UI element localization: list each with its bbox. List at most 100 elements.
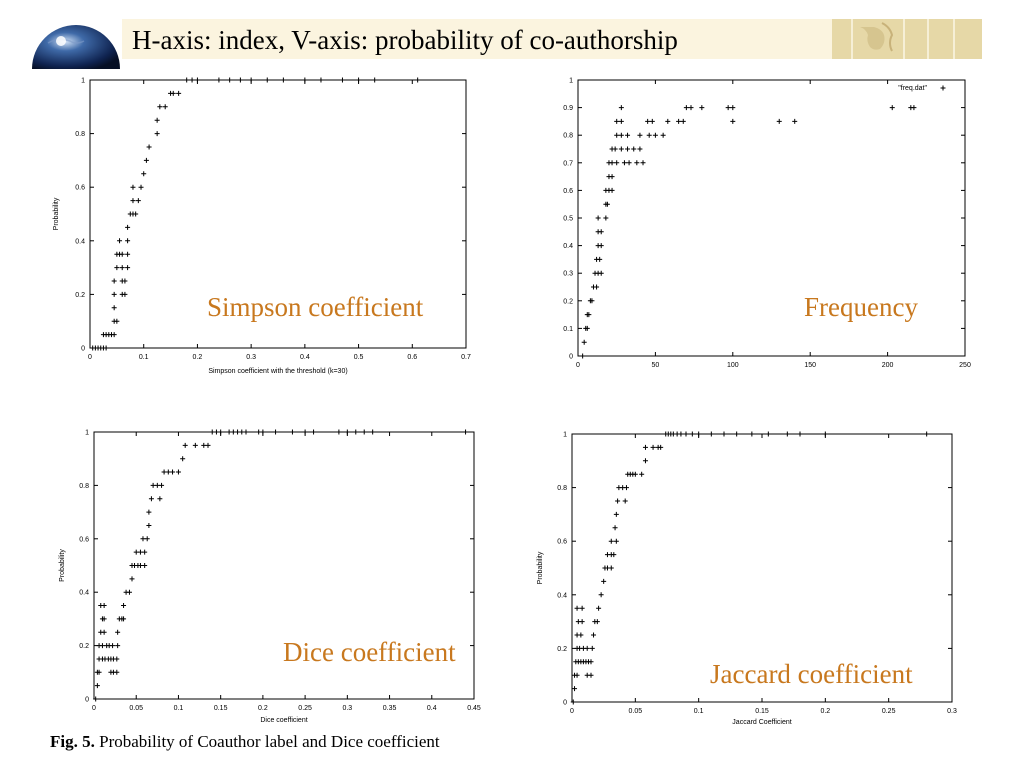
data-point-dice <box>302 429 308 435</box>
data-point-frequency <box>609 174 615 180</box>
y-tick-label-simpson: 0 <box>81 346 85 353</box>
x-tick-label-dice: 0.4 <box>427 705 437 712</box>
data-point-frequency <box>581 339 587 345</box>
data-point-frequency <box>730 105 736 111</box>
data-point-frequency <box>625 132 631 138</box>
figure-caption: Fig. 5. Probability of Coauthor label an… <box>50 732 440 752</box>
y-tick-label-frequency: 0.4 <box>563 243 573 250</box>
data-point-jaccard <box>598 592 604 598</box>
data-point-simpson <box>154 117 160 123</box>
data-point-jaccard <box>588 672 594 678</box>
data-point-frequency <box>604 201 610 207</box>
x-tick-label-frequency: 250 <box>959 362 971 369</box>
data-point-dice <box>140 536 146 542</box>
data-point-jaccard <box>784 431 790 437</box>
data-point-frequency <box>634 160 640 166</box>
data-point-frequency <box>699 105 705 111</box>
data-point-dice <box>137 563 143 568</box>
data-point-frequency <box>598 270 604 276</box>
data-point-frequency <box>597 256 603 262</box>
y-tick-label-frequency: 0 <box>569 354 573 361</box>
x-tick-label-dice: 0.25 <box>298 705 312 712</box>
data-point-simpson <box>237 77 243 83</box>
x-axis-label-jaccard: Jaccard Coefficient <box>732 719 791 726</box>
data-point-frequency <box>725 105 731 111</box>
data-point-simpson <box>194 77 200 83</box>
y-tick-label-dice: 0.2 <box>79 643 89 650</box>
x-tick-label-dice: 0.3 <box>342 705 352 712</box>
data-point-frequency <box>660 132 666 138</box>
data-point-frequency <box>645 118 651 124</box>
data-point-frequency <box>609 187 615 193</box>
panel-label-dice: Dice coefficient <box>283 637 456 667</box>
y-tick-label-frequency: 1 <box>569 78 573 85</box>
data-point-frequency <box>637 132 643 138</box>
data-point-dice <box>201 442 207 448</box>
data-point-simpson <box>125 224 131 230</box>
data-point-jaccard <box>579 605 585 611</box>
data-point-jaccard <box>708 431 714 437</box>
data-point-jaccard <box>721 431 727 437</box>
data-point-dice <box>101 616 107 622</box>
data-point-dice <box>148 496 154 502</box>
x-tick-label-dice: 0 <box>92 705 96 712</box>
data-point-jaccard <box>574 605 580 611</box>
data-point-jaccard <box>622 498 628 504</box>
data-point-jaccard <box>632 471 638 477</box>
y-tick-label-jaccard: 1 <box>563 432 567 439</box>
data-point-dice <box>311 429 317 435</box>
x-tick-label-frequency: 50 <box>652 362 660 369</box>
x-tick-label-dice: 0.05 <box>129 705 143 712</box>
x-tick-label-dice: 0.2 <box>258 705 268 712</box>
data-point-simpson <box>122 291 128 297</box>
data-point-simpson <box>125 265 131 271</box>
data-point-frequency <box>614 132 620 138</box>
data-point-simpson <box>248 77 254 83</box>
data-point-dice <box>239 429 245 435</box>
data-point-dice <box>142 563 148 568</box>
data-point-jaccard <box>608 538 614 544</box>
data-point-simpson <box>415 77 421 83</box>
data-point-simpson <box>122 278 128 284</box>
data-point-simpson <box>216 77 222 83</box>
data-point-frequency <box>584 325 590 331</box>
data-point-dice <box>256 429 262 435</box>
data-point-dice <box>121 616 127 622</box>
data-point-simpson <box>264 77 270 83</box>
data-point-dice <box>226 429 232 435</box>
data-point-frequency <box>637 146 643 152</box>
data-point-frequency <box>792 118 798 124</box>
x-tick-label-jaccard: 0.3 <box>947 708 957 715</box>
data-point-dice <box>144 536 150 542</box>
data-point-dice <box>93 696 99 702</box>
data-point-frequency <box>652 132 658 138</box>
data-point-jaccard <box>797 431 803 437</box>
data-point-frequency <box>649 118 655 124</box>
data-point-frequency <box>586 312 592 318</box>
data-point-jaccard <box>608 565 614 571</box>
data-point-jaccard <box>613 538 619 544</box>
data-point-frequency <box>665 118 671 124</box>
data-point-jaccard <box>822 431 828 437</box>
y-axis-label-simpson: Probability <box>53 197 60 230</box>
data-point-dice <box>370 429 376 435</box>
data-point-frequency <box>640 160 646 166</box>
title-banner: H-axis: index, V-axis: probability of co… <box>122 19 836 59</box>
data-point-dice <box>182 442 188 448</box>
data-point-dice <box>96 669 102 675</box>
data-point-dice <box>154 482 160 488</box>
data-point-frequency <box>614 160 620 166</box>
data-point-simpson <box>184 77 190 83</box>
data-point-frequency <box>618 118 624 124</box>
data-point-simpson <box>130 198 136 204</box>
data-point-frequency <box>618 105 624 111</box>
data-point-simpson <box>189 77 195 83</box>
x-tick-label-jaccard: 0.05 <box>629 708 643 715</box>
x-tick-label-simpson: 0.5 <box>354 354 364 361</box>
data-point-jaccard <box>601 578 607 584</box>
data-point-frequency <box>625 146 631 152</box>
data-point-simpson <box>339 77 345 83</box>
legend-marker-frequency <box>940 85 946 91</box>
